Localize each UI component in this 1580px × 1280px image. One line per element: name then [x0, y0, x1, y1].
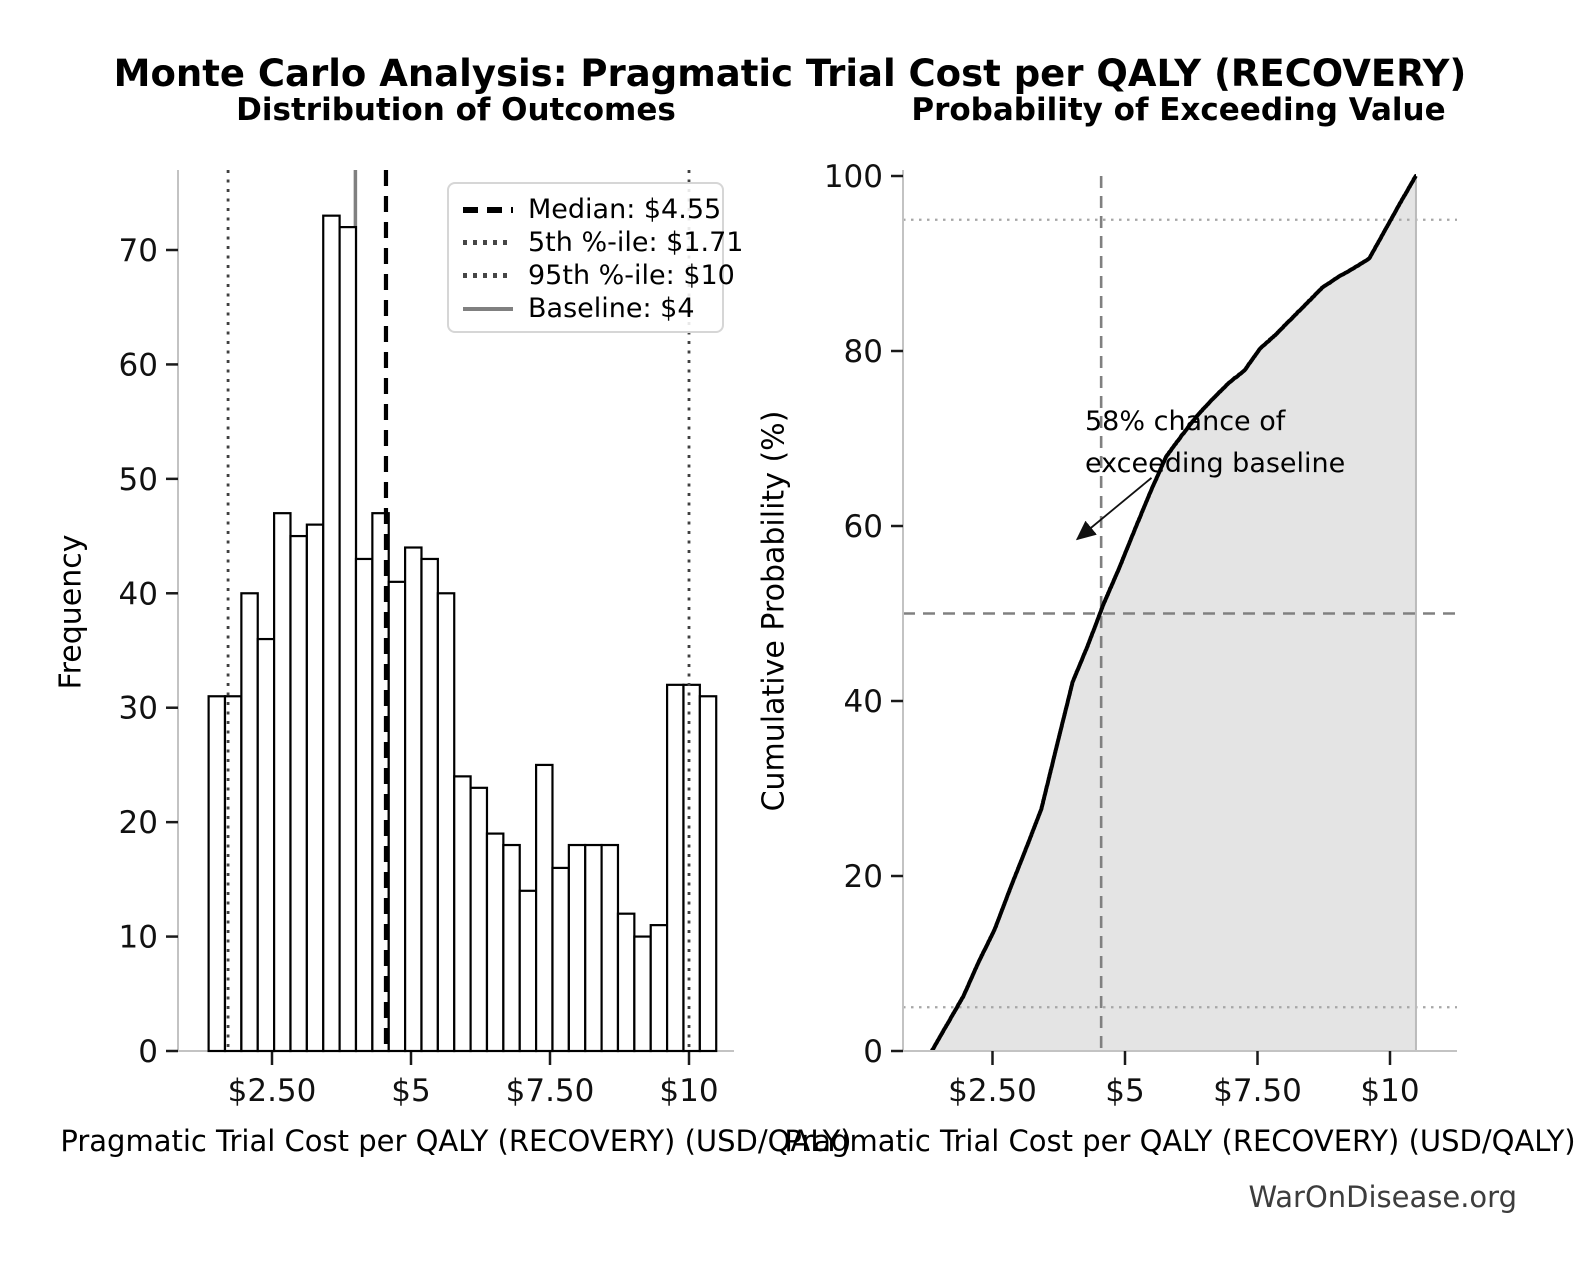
histogram-x-axis-label: Pragmatic Trial Cost per QALY (RECOVERY)…	[60, 1124, 852, 1158]
svg-text:$2.50: $2.50	[948, 1073, 1037, 1109]
annotation-line-2: exceeding baseline	[1085, 447, 1346, 479]
svg-text:0: 0	[863, 1034, 883, 1070]
svg-text:100: 100	[824, 159, 883, 195]
svg-text:$5: $5	[1105, 1073, 1144, 1109]
figure-title: Monte Carlo Analysis: Pragmatic Trial Co…	[113, 52, 1467, 95]
legend-label: 95th %-ile: $10	[528, 260, 735, 291]
histogram-title: Distribution of Outcomes	[236, 92, 676, 128]
legend-label: 5th %-ile: $1.71	[528, 227, 744, 258]
legend-item-median: Median: $4.55	[463, 193, 721, 226]
svg-text:30: 30	[119, 691, 158, 727]
cdf-title: Probability of Exceeding Value	[911, 92, 1446, 128]
median-line-sample	[463, 206, 513, 213]
legend-item-p95: 95th %-ile: $10	[463, 259, 735, 292]
svg-text:10: 10	[119, 920, 158, 956]
svg-text:80: 80	[844, 334, 883, 370]
percentile-line-sample	[463, 273, 513, 278]
legend-box: Median: $4.55 5th %-ile: $1.71 95th %-il…	[447, 182, 743, 333]
histogram-y-axis-label: Frequency	[53, 534, 89, 690]
legend-label: Median: $4.55	[528, 194, 722, 225]
svg-text:$10: $10	[659, 1073, 718, 1109]
svg-text:0: 0	[138, 1034, 158, 1070]
svg-text:$10: $10	[1360, 1073, 1419, 1109]
legend-item-p5: 5th %-ile: $1.71	[463, 226, 743, 259]
legend-label: Baseline: $4	[528, 293, 695, 324]
svg-text:50: 50	[119, 462, 158, 498]
watermark: WarOnDisease.org	[1248, 1180, 1517, 1214]
percentile-line-sample	[463, 240, 513, 245]
svg-text:20: 20	[844, 859, 883, 895]
svg-text:20: 20	[119, 805, 158, 841]
svg-text:70: 70	[119, 233, 158, 269]
svg-text:$7.50: $7.50	[1213, 1073, 1302, 1109]
annotation-line-1: 58% chance of	[1085, 406, 1286, 437]
svg-text:$7.50: $7.50	[506, 1073, 595, 1109]
baseline-line-sample	[463, 306, 513, 311]
svg-text:60: 60	[119, 347, 158, 383]
histogram-plot: 0 10 20 30 40 50 60 70 $2.50 $5 $7.50 $10	[119, 170, 734, 1109]
svg-text:40: 40	[844, 684, 883, 720]
cdf-plot: 0 20 40 60 80 100 $2.50 $5 $7.50 $10	[824, 159, 1457, 1109]
svg-text:$5: $5	[391, 1073, 430, 1109]
svg-text:$2.50: $2.50	[228, 1073, 317, 1109]
cdf-annotation-text: 58% chance of exceeding baseline	[1085, 401, 1345, 485]
cdf-x-axis-label: Pragmatic Trial Cost per QALY (RECOVERY)…	[784, 1124, 1576, 1158]
legend-item-baseline: Baseline: $4	[463, 292, 714, 325]
svg-text:60: 60	[844, 509, 883, 545]
cdf-y-axis-label: Cumulative Probability (%)	[756, 410, 792, 812]
svg-text:40: 40	[119, 576, 158, 612]
